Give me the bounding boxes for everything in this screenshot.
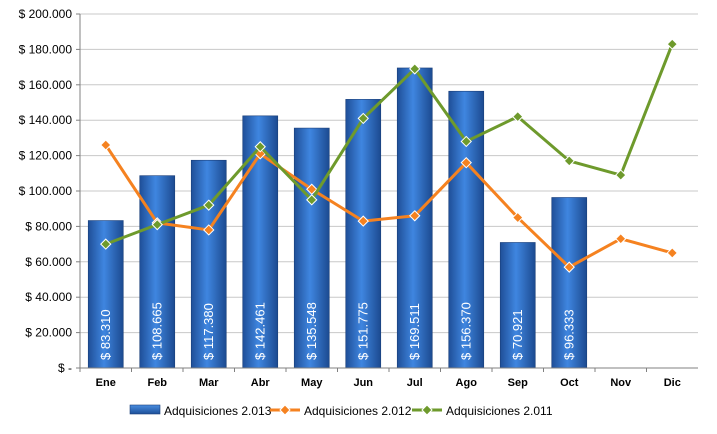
y-tick-label: $ 100.000 [19, 184, 73, 198]
x-tick-label: Dic [664, 377, 681, 389]
legend-label: Adquisiciones 2.011 [446, 404, 553, 418]
bar [551, 197, 588, 369]
bar-data-label: $ 156.370 [458, 302, 473, 360]
bar [499, 242, 536, 369]
legend-label: Adquisiciones 2.012 [304, 404, 412, 418]
y-tick-label: $ - [58, 361, 72, 375]
point-marker [151, 218, 163, 231]
x-tick-label: Oct [560, 377, 579, 389]
y-tick-label: $ 180.000 [19, 42, 73, 56]
legend: Adquisiciones 2.013 Adquisiciones 2.012 Ad… [129, 404, 553, 418]
line-series [100, 38, 678, 273]
x-tick-label: Jul [407, 377, 423, 389]
bar-data-label: $ 96.333 [561, 309, 576, 360]
point-marker [563, 155, 575, 167]
y-tick-label: $ 160.000 [19, 78, 73, 92]
point-marker [357, 215, 369, 227]
x-tick-label: Mar [199, 377, 219, 389]
bar-data-label: $ 169.511 [407, 303, 422, 360]
y-tick-label: $ 40.000 [25, 290, 72, 304]
y-tick-label: $ 200.000 [19, 7, 73, 21]
y-tick-label: $ 120.000 [19, 149, 73, 163]
x-tick-label: Sep [508, 377, 528, 389]
point-marker [306, 194, 318, 206]
point-marker [203, 199, 215, 211]
x-tick-label: Jun [353, 377, 373, 389]
point-marker [666, 38, 678, 50]
bar-data-label: $ 70.921 [510, 309, 525, 360]
bar-data-label: $ 151.775 [355, 302, 370, 360]
bar-data-label: $ 117.380 [201, 303, 216, 360]
point-marker [409, 210, 421, 222]
x-tick-label: Abr [251, 377, 271, 389]
x-tick-label: Ago [456, 377, 478, 389]
point-marker [512, 110, 524, 123]
point-marker [460, 135, 472, 148]
bar-data-label: $ 108.665 [149, 302, 164, 360]
bar [293, 127, 330, 369]
point-marker [563, 261, 575, 273]
legend-marker [421, 404, 433, 416]
gridlines [80, 13, 698, 369]
legend-swatch [129, 404, 161, 415]
y-tick-label: $ 60.000 [25, 255, 72, 269]
x-tick-label: Feb [147, 377, 167, 389]
point-marker [512, 211, 524, 224]
series-line [105, 43, 674, 246]
x-tick-label: Nov [610, 377, 632, 389]
point-marker [409, 63, 421, 75]
point-marker [460, 156, 472, 169]
y-tick-label: $ 80.000 [25, 219, 72, 233]
bar [190, 159, 227, 369]
point-marker [615, 233, 627, 245]
point-marker [254, 141, 266, 153]
y-axis: $ - $ 20.000 $ 40.000 $ 60.000 $ 80.000 $ 100… [19, 7, 81, 375]
bar-data-label: $ 83.310 [98, 309, 113, 360]
bar-data-label: $ 142.461 [252, 302, 267, 360]
legend-marker [279, 404, 291, 416]
point-marker [100, 238, 112, 250]
point-marker [203, 224, 215, 236]
bar-data-label: $ 135.548 [304, 302, 319, 360]
point-marker [615, 169, 627, 181]
bar-series: $ 83.310 $ 108.665 $ 117.380 $ 142.461 $ 135… [87, 67, 588, 369]
point-marker [666, 247, 678, 259]
y-tick-label: $ 20.000 [25, 326, 72, 340]
legend-label: Adquisiciones 2.013 [164, 404, 272, 418]
series-line [104, 144, 673, 269]
bar [345, 99, 382, 369]
x-tick-label: Ene [96, 377, 116, 389]
x-tick-label: May [301, 377, 323, 389]
y-tick-label: $ 140.000 [19, 113, 73, 127]
point-marker [100, 139, 112, 151]
x-axis: Ene Feb Mar Abr May Jun Jul Ago Sep Oct Nov Dic [79, 367, 698, 389]
point-marker [357, 112, 369, 125]
